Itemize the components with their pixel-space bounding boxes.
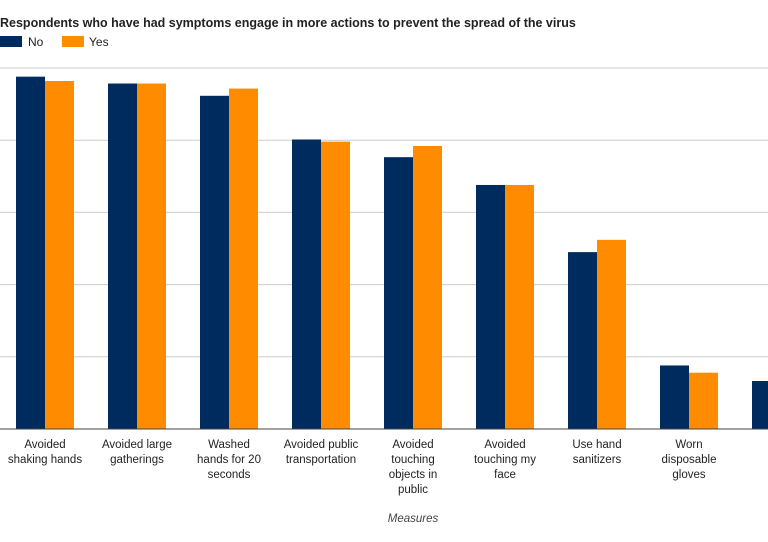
- bar-no-2: [200, 95, 229, 429]
- x-tick-label-1: Avoided large gatherings: [102, 439, 172, 466]
- chart-title: Respondents who have had symptoms engage…: [0, 16, 576, 30]
- x-tick-label-0: Avoided shaking hands: [8, 439, 82, 466]
- bar-yes-5: [505, 184, 534, 429]
- legend-label-no: No: [28, 35, 44, 49]
- bar-no-0: [16, 76, 45, 429]
- bar-no-4: [384, 157, 413, 430]
- x-tick-label-7: Worn disposable gloves: [662, 439, 717, 481]
- bar-no-1: [108, 83, 137, 429]
- bar-yes-2: [229, 88, 258, 430]
- bar-no-5: [476, 184, 505, 429]
- bars: [16, 76, 768, 430]
- legend: No Yes: [0, 35, 109, 49]
- x-tick-label-3: Avoided public transportation: [284, 439, 359, 466]
- x-tick-label-5: Avoided touching my face: [474, 439, 536, 481]
- bar-yes-1: [137, 83, 166, 429]
- legend-label-yes: Yes: [89, 35, 109, 49]
- bar-no-3: [292, 139, 321, 429]
- legend-swatch-yes: [62, 36, 84, 47]
- x-tick-labels: Avoided shaking hands Avoided large gatheri…: [8, 439, 717, 496]
- legend-swatch-no: [0, 36, 22, 47]
- bar-no-8: [752, 380, 768, 429]
- x-tick-label-6: Use hand sanitizers: [572, 439, 621, 466]
- bar-yes-0: [45, 80, 74, 429]
- bar-yes-4: [413, 145, 442, 429]
- bar-no-6: [568, 252, 597, 429]
- x-tick-label-2: Washed hands for 20 seconds: [197, 439, 261, 481]
- x-axis-title: Measures: [388, 513, 439, 525]
- bar-yes-7: [689, 372, 718, 429]
- bar-yes-6: [597, 239, 626, 429]
- bar-no-7: [660, 365, 689, 429]
- bar-yes-3: [321, 141, 350, 430]
- x-tick-label-4: Avoided touching objects in public: [389, 439, 438, 496]
